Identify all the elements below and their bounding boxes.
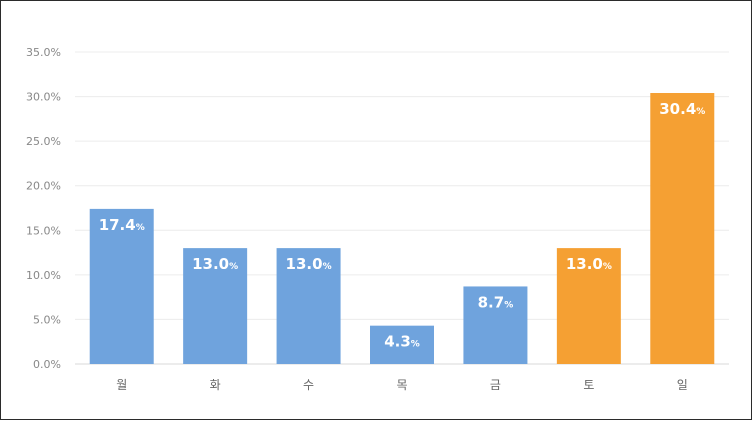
x-category-label: 화	[210, 378, 221, 392]
y-tick-label: 5.0%	[33, 313, 61, 326]
y-tick-label: 0.0%	[33, 358, 61, 371]
data-label: 30.4%	[659, 100, 705, 118]
bar	[463, 286, 528, 364]
x-category-label: 월	[116, 378, 127, 392]
bar	[276, 248, 341, 364]
data-label: 17.4%	[99, 216, 145, 234]
data-label: 13.0%	[566, 255, 612, 273]
bar	[183, 248, 248, 364]
bar	[370, 325, 434, 364]
y-tick-label: 30.0%	[26, 91, 61, 104]
y-tick-label: 15.0%	[26, 224, 61, 237]
data-label: 4.3%	[384, 333, 420, 351]
x-category-label: 목	[396, 378, 407, 392]
x-category-label: 일	[677, 378, 688, 392]
y-tick-label: 20.0%	[26, 180, 61, 193]
bar	[650, 93, 715, 365]
y-tick-label: 35.0%	[26, 46, 61, 59]
data-label: 8.7%	[478, 293, 514, 311]
bars	[89, 93, 715, 365]
x-category-label: 토	[583, 378, 594, 392]
grid-lines	[75, 51, 729, 365]
data-label: 13.0%	[192, 255, 238, 273]
x-category-label: 수	[303, 378, 314, 392]
data-labels: 17.4% 13.0% 13.0% 4.3% 8.7% 13.0% 30.4%	[99, 100, 706, 351]
y-tick-label: 25.0%	[26, 135, 61, 148]
bar	[89, 208, 154, 364]
bar	[556, 248, 621, 364]
y-axis-ticks: 0.0% 5.0% 10.0% 15.0% 20.0% 25.0% 30.0% 35.0%	[26, 46, 61, 371]
data-label: 13.0%	[286, 255, 332, 273]
x-category-label: 금	[490, 378, 501, 392]
y-tick-label: 10.0%	[26, 269, 61, 282]
